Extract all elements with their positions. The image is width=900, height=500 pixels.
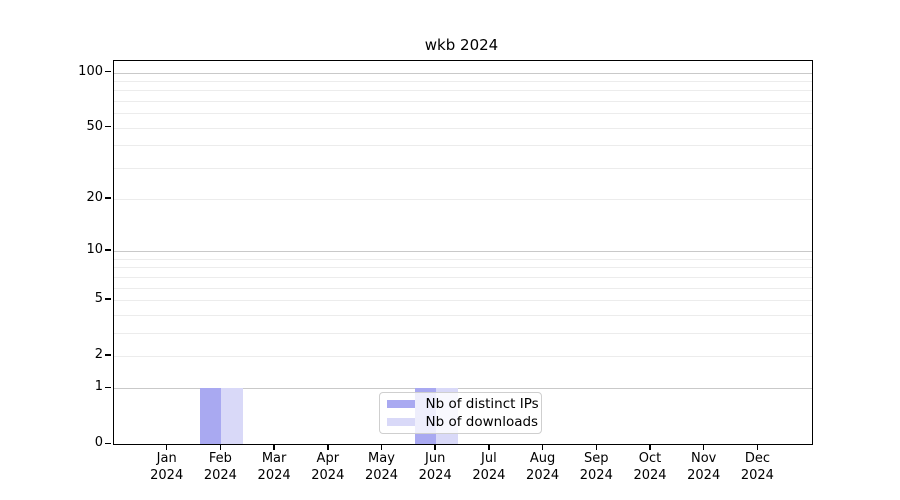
x-tick-mar (273, 444, 275, 451)
y-tick-label-10: 10 (86, 242, 103, 258)
x-tick-oct (649, 444, 651, 451)
x-tick-label-feb: Feb 2024 (203, 451, 237, 483)
legend-label-distinct-ips: Nb of distinct IPs (425, 395, 539, 412)
x-tick-dec (756, 444, 759, 451)
gridline-minor (113, 90, 812, 92)
gridline-minor (113, 113, 812, 115)
gridline-minor (113, 332, 812, 334)
x-tick-apr (327, 444, 329, 451)
x-tick-label-nov: Nov 2024 (687, 451, 721, 483)
gridline-minor (113, 267, 812, 269)
gridline-2 (113, 355, 812, 357)
y-tick-label-100: 100 (78, 63, 103, 79)
x-tick-nov (702, 444, 705, 451)
x-tick-jul (488, 444, 490, 451)
y-tick-1 (105, 386, 111, 389)
x-tick-label-sep: Sep 2024 (579, 451, 613, 483)
y-tick-10 (105, 249, 111, 251)
legend-swatch-distinct-ips (386, 399, 415, 408)
x-tick-label-jan: Jan 2024 (150, 451, 184, 483)
x-tick-sep (595, 444, 598, 451)
y-tick-label-50: 50 (86, 118, 103, 134)
bar-feb-0 (199, 388, 222, 445)
x-tick-jun (434, 444, 436, 451)
gridline-minor (113, 81, 812, 83)
gridline-minor (113, 287, 812, 289)
y-tick-2 (105, 354, 111, 356)
y-tick-label-5: 5 (94, 291, 103, 307)
y-tick-label-1: 1 (94, 379, 103, 395)
x-tick-label-jul: Jul 2024 (472, 451, 506, 483)
gridline-50 (113, 127, 812, 129)
x-tick-may (380, 444, 383, 451)
y-tick-label-2: 2 (94, 346, 103, 362)
gridline-20 (113, 199, 812, 201)
gridline-10 (113, 251, 812, 253)
gridline-minor (113, 145, 812, 147)
y-tick-0 (105, 442, 111, 445)
x-tick-aug (541, 444, 544, 451)
y-tick-20 (105, 197, 111, 199)
legend-item-distinct-ips: Nb of distinct IPs (386, 395, 539, 413)
gridline-5 (113, 300, 812, 302)
x-tick-jan (165, 444, 168, 451)
y-tick-50 (105, 125, 111, 128)
x-tick-feb (219, 444, 222, 451)
gridline-minor (113, 101, 812, 103)
gridline-minor (113, 258, 812, 260)
chart-title: wkb 2024 (424, 36, 499, 54)
x-tick-label-mar: Mar 2024 (257, 451, 291, 483)
legend: Nb of distinct IPs Nb of downloads (378, 391, 542, 434)
legend-swatch-downloads (386, 417, 415, 426)
legend-item-downloads: Nb of downloads (386, 413, 538, 431)
plot-area: Nb of distinct IPs Nb of downloads (112, 59, 813, 446)
x-tick-label-apr: Apr 2024 (311, 451, 345, 483)
bar-feb-1 (221, 388, 243, 445)
x-tick-label-oct: Oct 2024 (633, 451, 667, 483)
legend-label-downloads: Nb of downloads (425, 413, 539, 430)
x-tick-label-jun: Jun 2024 (418, 451, 452, 483)
gridline-100 (113, 72, 812, 74)
gridline-minor (113, 167, 812, 169)
x-tick-label-dec: Dec 2024 (740, 451, 774, 483)
y-tick-label-20: 20 (86, 190, 103, 206)
gridline-minor (113, 276, 812, 278)
x-tick-label-may: May 2024 (364, 451, 399, 483)
gridline-minor (113, 314, 812, 316)
y-tick-5 (105, 298, 111, 300)
y-tick-100 (105, 70, 111, 73)
gridline-1 (113, 388, 812, 390)
x-tick-label-aug: Aug 2024 (526, 451, 560, 483)
y-tick-label-0: 0 (94, 435, 103, 451)
